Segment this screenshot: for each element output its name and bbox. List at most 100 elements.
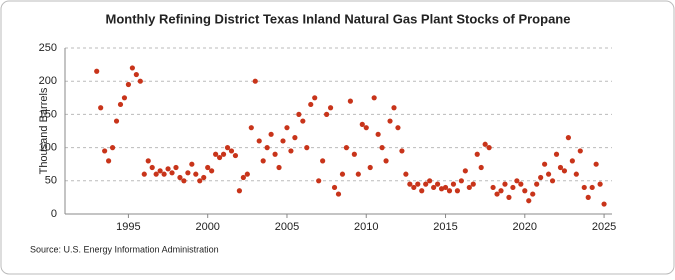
point [474, 151, 480, 157]
point [423, 181, 429, 187]
point [213, 151, 219, 157]
point [466, 184, 472, 191]
point [272, 151, 278, 157]
point [331, 184, 338, 191]
point [256, 138, 262, 144]
point [324, 111, 330, 117]
point [121, 95, 128, 101]
point [312, 95, 318, 101]
point [391, 105, 397, 111]
point [292, 135, 298, 141]
point [220, 151, 227, 157]
point [593, 161, 599, 167]
x-tick-label: 1995 [116, 221, 140, 233]
point [98, 105, 104, 111]
point [597, 181, 603, 187]
point [335, 191, 342, 197]
point [94, 68, 100, 74]
point [141, 171, 147, 177]
point [161, 171, 167, 177]
point [209, 168, 215, 174]
point [565, 135, 571, 141]
point [268, 131, 274, 137]
point [264, 145, 270, 151]
point [304, 145, 310, 151]
point [367, 164, 373, 171]
point [193, 171, 199, 177]
point [553, 151, 560, 157]
point [534, 181, 540, 187]
point [355, 171, 361, 177]
point [347, 98, 353, 104]
x-tick-label: 2010 [354, 221, 378, 233]
chart-title: Monthly Refining District Texas Inland N… [106, 11, 571, 26]
point [149, 164, 155, 171]
point [185, 170, 191, 176]
point [407, 181, 413, 187]
point [224, 145, 231, 151]
point [589, 184, 595, 191]
y-tick-label: 50 [45, 175, 57, 187]
point [446, 188, 453, 194]
y-tick-label: 150 [39, 108, 57, 120]
point [502, 181, 508, 187]
point [462, 168, 468, 174]
point [137, 78, 143, 84]
point [260, 158, 266, 164]
point [494, 191, 500, 197]
point [284, 125, 290, 131]
x-tick-label: 2005 [275, 221, 299, 233]
point [395, 125, 401, 131]
point [379, 145, 385, 151]
point [542, 161, 548, 167]
point [569, 158, 575, 164]
point [522, 188, 528, 194]
point [454, 188, 461, 194]
y-tick-label: 250 [39, 42, 57, 54]
point [216, 154, 223, 161]
point [308, 101, 314, 108]
point [375, 131, 381, 137]
point [411, 184, 417, 191]
point [415, 181, 421, 187]
point [482, 141, 488, 147]
point [431, 184, 437, 191]
point [434, 181, 441, 187]
point [561, 168, 568, 174]
point [506, 194, 512, 200]
point [538, 174, 544, 181]
y-axis-label: Thousand Barrels [38, 87, 50, 174]
point [549, 178, 556, 184]
point [117, 101, 124, 108]
point [320, 158, 326, 164]
point [106, 158, 112, 164]
point [490, 184, 496, 191]
point [359, 121, 365, 127]
point [244, 171, 250, 177]
point [581, 184, 587, 191]
point [153, 171, 159, 177]
point [510, 184, 516, 191]
point [296, 111, 302, 117]
point [165, 166, 171, 172]
point [181, 178, 187, 184]
point [316, 178, 322, 184]
point [125, 81, 132, 88]
y-tick-label: 200 [39, 75, 57, 87]
point [573, 171, 579, 177]
point [113, 118, 120, 124]
source: Source: U.S. Energy Information Administ… [30, 244, 219, 254]
point [427, 178, 433, 184]
point [280, 138, 286, 144]
point [371, 95, 377, 101]
point [498, 188, 504, 194]
x-tick-label: 2015 [433, 221, 457, 233]
point [201, 174, 207, 181]
point [557, 164, 564, 171]
point [518, 181, 524, 187]
x-tick-label: 2000 [195, 221, 219, 233]
point [157, 168, 163, 174]
point [339, 171, 346, 177]
point [189, 161, 195, 167]
